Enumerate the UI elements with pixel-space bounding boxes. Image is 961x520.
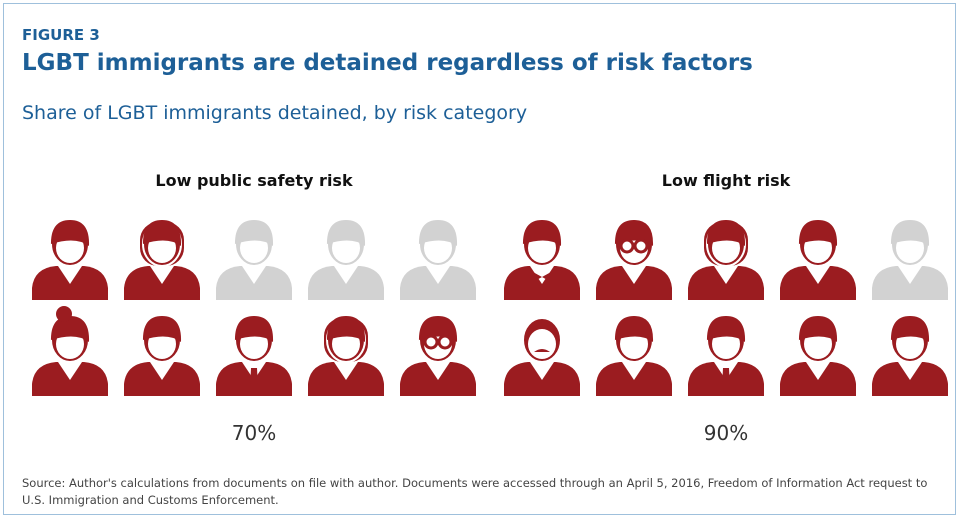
- source-note: Source: Author's calculations from docum…: [22, 476, 928, 507]
- icon-part: [50, 220, 90, 246]
- icon-part: [633, 238, 649, 254]
- icon-part: [890, 220, 930, 246]
- icon-part: [50, 316, 90, 342]
- icon-part: [56, 306, 72, 322]
- person-icon: [688, 316, 764, 396]
- icon-part: [142, 316, 182, 342]
- icon-part: [437, 334, 453, 350]
- person-icon: [504, 220, 580, 300]
- icon-part: [334, 362, 358, 380]
- chart-title: LGBT immigrants are detained regardless …: [22, 50, 753, 76]
- icon-part: [528, 329, 556, 359]
- icon-part: [534, 349, 550, 352]
- person-icon: [308, 220, 384, 300]
- person-icon: [780, 220, 856, 300]
- icon-part: [614, 316, 654, 342]
- person-icon: [124, 220, 200, 300]
- chart-subtitle: Share of LGBT immigrants detained, by ri…: [22, 102, 528, 124]
- person-icon: [308, 316, 384, 396]
- icon-part: [326, 220, 366, 246]
- icon-part: [806, 362, 830, 380]
- icon-part: [150, 362, 174, 380]
- icon-part: [706, 316, 746, 342]
- person-icon: [688, 220, 764, 300]
- person-icon: [504, 317, 580, 396]
- person-icon: [596, 220, 672, 300]
- icon-part: [530, 362, 554, 380]
- person-icon: [216, 316, 292, 396]
- icon-part: [898, 362, 922, 380]
- person-icon: [400, 316, 476, 396]
- figure-label: FIGURE 3: [22, 26, 100, 44]
- icon-part: [522, 220, 562, 246]
- icon-part: [58, 362, 82, 380]
- chart: Low public safety risk 70% Low flight risk…: [32, 171, 948, 445]
- value-label: 70%: [232, 421, 276, 445]
- icon-part: [418, 220, 458, 246]
- icon-part: [150, 266, 174, 284]
- icon-part: [798, 220, 838, 246]
- icon-part: [722, 368, 730, 392]
- icon-part: [326, 316, 366, 342]
- icon-part: [142, 220, 182, 246]
- icon-part: [242, 266, 266, 284]
- panel-title: Low flight risk: [662, 171, 791, 190]
- person-icon: [596, 316, 672, 396]
- icon-part: [706, 220, 746, 246]
- icon-part: [530, 266, 554, 284]
- person-icon: [872, 316, 948, 396]
- person-icon: [124, 316, 200, 396]
- icon-part: [58, 266, 82, 284]
- person-icon: [32, 220, 108, 300]
- icon-part: [798, 316, 838, 342]
- person-icon: [780, 316, 856, 396]
- icon-part: [714, 266, 738, 284]
- icon-part: [890, 316, 930, 342]
- icon-part: [334, 266, 358, 284]
- icon-part: [619, 238, 635, 254]
- icon-part: [898, 266, 922, 284]
- panel-title: Low public safety risk: [155, 171, 353, 190]
- icon-part: [622, 266, 646, 284]
- icon-part: [806, 266, 830, 284]
- icon-part: [423, 334, 439, 350]
- icon-part: [533, 272, 551, 282]
- icon-part: [234, 220, 274, 246]
- person-icon: [872, 220, 948, 300]
- person-icon: [32, 306, 108, 396]
- person-icon: [216, 220, 292, 300]
- figure: FIGURE 3 LGBT immigrants are detained re…: [3, 3, 956, 515]
- icon-part: [426, 362, 450, 380]
- icon-part: [622, 362, 646, 380]
- icon-part: [234, 316, 274, 342]
- person-icon: [400, 220, 476, 300]
- icon-part: [250, 368, 258, 392]
- value-label: 90%: [704, 421, 748, 445]
- icon-part: [426, 266, 450, 284]
